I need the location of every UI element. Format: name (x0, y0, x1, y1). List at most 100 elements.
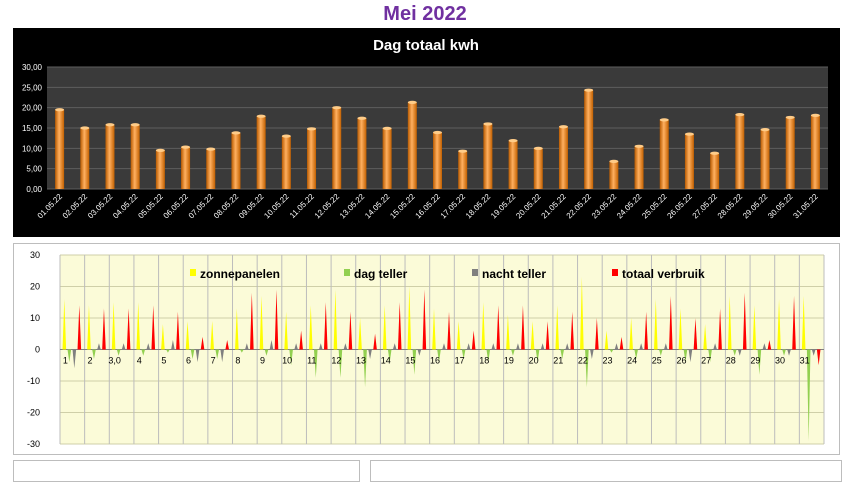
bar-cap (382, 126, 392, 131)
spike-zonnepanelen (308, 305, 313, 350)
x-tick-label: 23.05.22 (590, 192, 619, 221)
x-category-label: 8 (235, 356, 240, 366)
x-category-label: 31 (800, 356, 810, 366)
spike-dag-teller (289, 349, 293, 366)
spike-dag-teller (387, 349, 392, 363)
bar (508, 140, 518, 189)
spike-zonnepanelen (432, 308, 436, 350)
bar (130, 124, 140, 189)
spike-nacht-teller (146, 343, 151, 350)
spike-nacht-teller (417, 349, 422, 356)
x-category-label: 26 (676, 356, 686, 366)
bar-cap (105, 123, 115, 127)
x-tick-label: 10.05.22 (262, 192, 291, 221)
y-tick-label: 30 (30, 250, 40, 260)
spike-totaal-verbruik (816, 349, 821, 366)
legend-swatch (472, 269, 478, 276)
spike-dag-teller (461, 349, 466, 359)
x-category-label: 1 (63, 356, 68, 366)
x-tick-label: 21.05.22 (539, 192, 568, 221)
spike-zonnepanelen (727, 295, 732, 350)
x-tick-label: 29.05.22 (741, 192, 770, 221)
bar-cap (407, 100, 417, 104)
bar-cap (533, 146, 543, 150)
x-category-label: 30 (775, 356, 785, 366)
x-tick-label: 12.05.22 (313, 192, 342, 221)
x-tick-label: 22.05.22 (565, 192, 594, 221)
y-tick-label: 30,00 (22, 63, 43, 72)
bar-cap (307, 127, 317, 131)
bar (584, 90, 594, 189)
daily-breakdown-chart: -30 -20 -10 0 10 20 30 1 2 3,0 4 5 6 7 8 9 10 11 12 13 14 15 1… (13, 243, 840, 455)
spike-zonnepanelen (703, 324, 707, 350)
bar (684, 134, 694, 189)
spike-dag-teller (782, 349, 786, 356)
spike-totaal-verbruik (521, 305, 525, 350)
spike-totaal-verbruik (545, 321, 550, 350)
x-category-label: 12 (331, 356, 341, 366)
spike-zonnepanelen (87, 305, 91, 350)
bar (256, 116, 266, 189)
x-tick-label: 14.05.22 (363, 192, 392, 221)
spike-nacht-teller (195, 349, 200, 363)
bottom-right-panel (370, 460, 842, 482)
spike-totaal-verbruik (619, 336, 624, 350)
spike-zonnepanelen (801, 295, 806, 350)
x-category-label: 4 (137, 356, 142, 366)
spike-dag-teller (757, 349, 762, 375)
spike-dag-teller (313, 349, 318, 378)
y-tick-label: 15,00 (22, 124, 43, 133)
spike-zonnepanelen (136, 302, 141, 350)
x-tick-label: 17.05.22 (439, 192, 468, 221)
bar (307, 128, 317, 189)
bar (483, 123, 493, 189)
bar-cap (508, 139, 518, 143)
spike-zonnepanelen (555, 305, 560, 350)
bar (332, 107, 342, 189)
spike-nacht-teller (540, 343, 545, 350)
spike-nacht-teller (787, 349, 791, 356)
x-category-label: 2 (87, 356, 92, 366)
x-category-label: 19 (504, 356, 514, 366)
y-tick-label: 0,00 (26, 185, 42, 194)
spike-totaal-verbruik (718, 308, 722, 350)
bar-cap (760, 128, 770, 132)
bar-cap (710, 151, 720, 155)
spike-dag-teller (166, 349, 170, 353)
bar-cap (785, 115, 795, 120)
spike-zonnepanelen (333, 289, 338, 350)
bar-cap (810, 113, 820, 117)
bar-cap (155, 148, 165, 152)
spike-dag-teller (511, 349, 515, 356)
bar (231, 132, 241, 189)
x-tick-label: 26.05.22 (665, 192, 694, 221)
y-tick-label: 25,00 (22, 83, 43, 92)
x-category-label: 3,0 (108, 356, 121, 366)
x-category-label: 23 (603, 356, 613, 366)
bar (735, 114, 745, 189)
spike-totaal-verbruik (126, 308, 131, 350)
spike-nacht-teller (220, 349, 224, 363)
spike-dag-teller (585, 349, 589, 388)
spike-dag-teller (560, 349, 565, 359)
spike-dag-teller (535, 349, 540, 363)
spike-nacht-teller (590, 349, 594, 359)
spike-zonnepanelen (456, 321, 461, 350)
x-tick-label: 30.05.22 (766, 192, 795, 221)
spike-totaal-verbruik (693, 318, 698, 350)
x-category-label: 9 (260, 356, 265, 366)
spike-nacht-teller (565, 343, 570, 350)
spike-nacht-teller (614, 343, 619, 350)
spike-dag-teller (659, 349, 663, 356)
x-tick-label: 06.05.22 (162, 192, 191, 221)
bottom-left-panel (13, 460, 360, 482)
x-category-label: 28 (726, 356, 736, 366)
x-category-label: 17 (455, 356, 465, 366)
bar-cap (206, 147, 216, 151)
x-category-label: 13 (356, 356, 366, 366)
spike-totaal-verbruik (669, 295, 673, 350)
spike-dag-teller (363, 349, 367, 388)
spike-totaal-verbruik (176, 311, 180, 350)
bar (785, 117, 795, 189)
